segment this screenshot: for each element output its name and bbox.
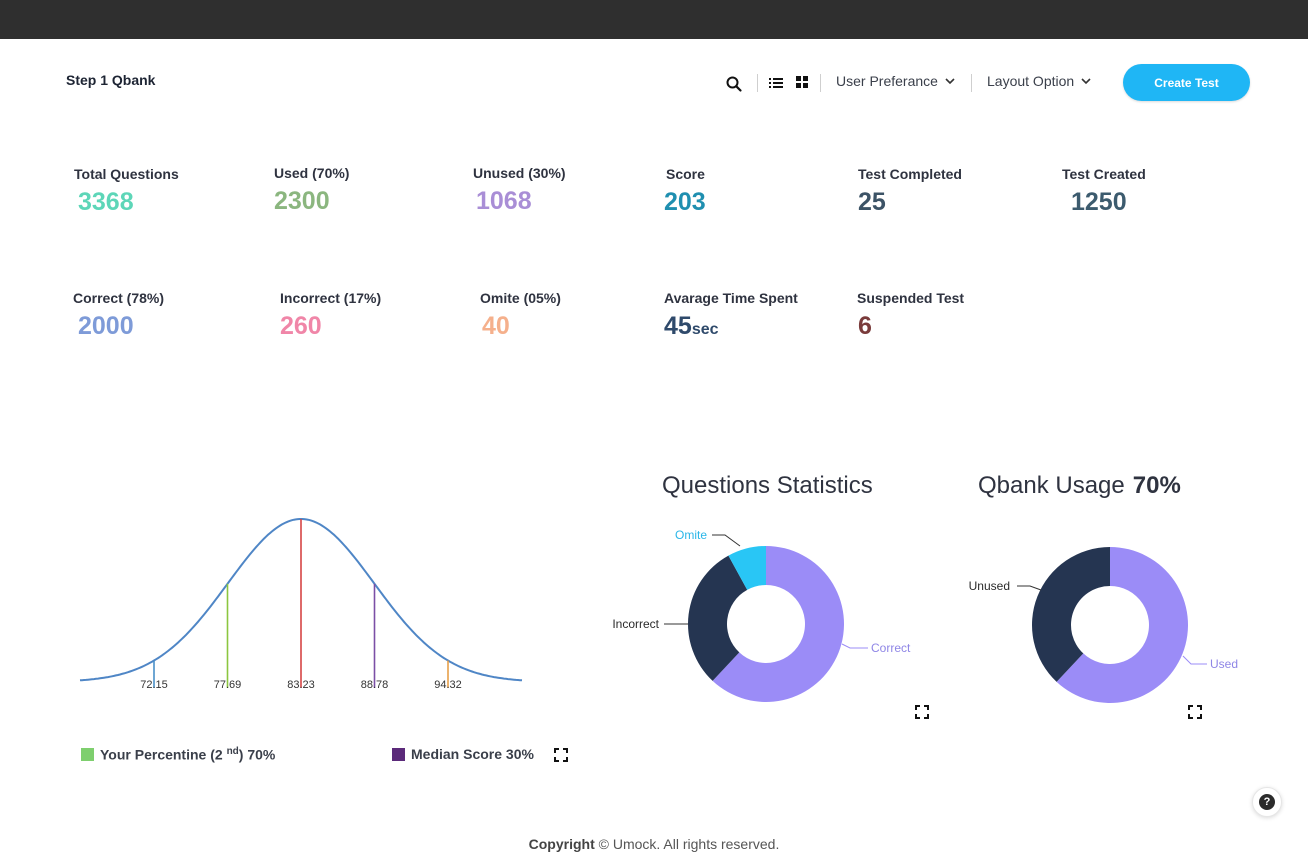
slice-label: Omite <box>675 528 707 542</box>
bell-curve-markers: 72.15 77.69 83.23 88.78 94.32 <box>140 519 462 691</box>
stat-score: Score 203 <box>664 166 706 217</box>
questions-statistics-donut: Correct Incorrect Omite <box>612 528 911 702</box>
stat-value: 260 <box>280 312 322 340</box>
qbank-usage-title: Qbank Usage 70% <box>978 472 1181 500</box>
stat-value-number: 45 <box>664 312 692 340</box>
copyright-text: © Umock. All rights reserved. <box>594 836 780 852</box>
header-divider <box>757 74 758 92</box>
stat-omite: Omite (05%) 40 <box>480 290 561 341</box>
help-button[interactable]: ? <box>1252 787 1282 817</box>
donut-slice-incorrect[interactable] <box>688 555 748 681</box>
legend-your-percentile: Your Percentine (2 nd) 70% <box>81 746 275 763</box>
search-icon[interactable] <box>725 75 743 93</box>
donut-slice-correct[interactable] <box>712 546 844 702</box>
create-test-button[interactable]: Create Test <box>1123 64 1250 101</box>
stat-average-time: Avarage Time Spent 45sec <box>664 290 798 341</box>
stat-total-questions: Total Questions 3368 <box>74 166 179 217</box>
slice-label-leader <box>712 534 741 547</box>
stat-value: 6 <box>858 312 872 340</box>
stat-value: 1250 <box>1071 188 1127 216</box>
stat-label: Avarage Time Spent <box>664 290 798 306</box>
expand-icon[interactable] <box>915 705 929 719</box>
stat-label: Suspended Test <box>857 290 965 306</box>
stat-value-unit: sec <box>691 321 719 338</box>
stat-incorrect: Incorrect (17%) 260 <box>280 290 381 341</box>
slice-label-leader <box>1017 585 1042 591</box>
qbank-usage-percent: 70% <box>1132 472 1181 499</box>
stat-label: Score <box>666 166 705 182</box>
slice-label: Incorrect <box>612 617 659 631</box>
layout-option-dropdown[interactable]: Layout Option <box>987 73 1092 89</box>
donut-slice-unused[interactable] <box>1032 547 1110 682</box>
legend-median-score: Median Score 30% <box>392 746 534 762</box>
stat-label: Omite (05%) <box>480 290 561 306</box>
questions-statistics-title: Questions Statistics <box>662 472 873 499</box>
app-title: Step 1 Qbank <box>66 72 156 88</box>
list-view-icon[interactable] <box>767 74 785 92</box>
stat-correct: Correct (78%) 2000 <box>73 290 164 341</box>
stat-test-created: Test Created 1250 <box>1062 166 1146 217</box>
stat-label: Test Completed <box>858 166 962 182</box>
donut-slice-used[interactable] <box>1056 547 1188 703</box>
qbank-usage-donut: Used Unused <box>969 547 1238 703</box>
slice-label-leader <box>841 643 868 649</box>
user-preference-label: User Preferance <box>836 73 938 89</box>
marker-label: 77.69 <box>214 679 242 691</box>
footer-copyright: Copyright © Umock. All rights reserved. <box>0 836 1308 852</box>
stat-test-completed: Test Completed 25 <box>858 166 962 217</box>
stat-label: Unused (30%) <box>473 165 566 181</box>
question-mark-icon: ? <box>1259 794 1275 810</box>
marker-label: 94.32 <box>434 679 462 691</box>
slice-label: Used <box>1210 657 1238 671</box>
grid-view-icon[interactable] <box>793 73 811 91</box>
stat-value: 203 <box>664 188 706 216</box>
slice-label: Correct <box>871 641 911 655</box>
donut-slice-omite[interactable] <box>728 546 766 590</box>
expand-icon[interactable] <box>1188 705 1202 719</box>
header-divider <box>971 74 972 92</box>
percentile-bell-curve: 72.15 77.69 83.23 88.78 94.32 <box>79 518 523 691</box>
header-divider <box>820 74 821 92</box>
stat-label: Total Questions <box>74 166 179 182</box>
stat-unused: Unused (30%) 1068 <box>473 165 566 216</box>
stat-value: 25 <box>858 188 886 216</box>
stat-value: 3368 <box>78 188 134 216</box>
top-browser-bar <box>0 0 1308 39</box>
stat-value: 2000 <box>78 312 134 340</box>
chevron-down-icon <box>1081 78 1091 85</box>
stat-used: Used (70%) 2300 <box>274 165 349 216</box>
stat-value: 1068 <box>476 187 532 215</box>
expand-icon[interactable] <box>554 748 568 762</box>
stat-label: Correct (78%) <box>73 290 165 306</box>
slice-label: Unused <box>969 579 1010 593</box>
qbank-usage-title-text: Qbank Usage <box>978 472 1125 499</box>
header: Step 1 Qbank User Preferance Layout Opti… <box>0 39 1308 129</box>
layout-option-label: Layout Option <box>987 73 1075 89</box>
stat-value: 40 <box>482 312 510 340</box>
marker-label: 88.78 <box>361 679 389 691</box>
stat-value: 45sec <box>664 312 798 341</box>
legend-swatch <box>81 747 94 761</box>
slice-label-leader <box>1182 655 1207 665</box>
stat-value: 2300 <box>274 187 330 215</box>
stat-label: Used (70%) <box>274 165 350 181</box>
marker-label: 72.15 <box>140 679 168 691</box>
marker-label: 83.23 <box>287 679 315 691</box>
stat-label: Incorrect (17%) <box>280 290 382 306</box>
legend-label: Your Percentine (2 nd) 70% <box>100 746 276 763</box>
chevron-down-icon <box>945 78 955 85</box>
legend-swatch <box>392 747 405 761</box>
user-preference-dropdown[interactable]: User Preferance <box>836 73 956 89</box>
copyright-label: Copyright <box>528 836 595 852</box>
stat-label: Test Created <box>1062 166 1146 182</box>
legend-label: Median Score 30% <box>411 746 534 762</box>
stat-suspended-test: Suspended Test 6 <box>857 290 964 341</box>
